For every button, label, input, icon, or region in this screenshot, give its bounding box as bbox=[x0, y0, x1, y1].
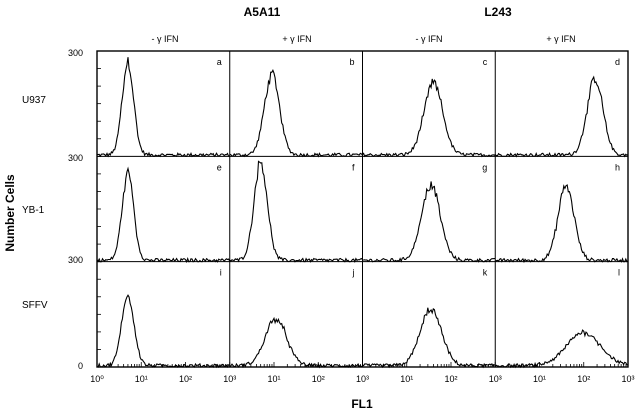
panel-label-i: i bbox=[220, 268, 222, 278]
condition-label: - γ IFN bbox=[152, 34, 179, 44]
group-header-l243: L243 bbox=[484, 5, 512, 19]
panel-label-g: g bbox=[482, 162, 487, 172]
x-tick-label: 10² bbox=[179, 374, 192, 384]
panel-label-c: c bbox=[483, 57, 488, 67]
histogram-curve-l bbox=[494, 329, 629, 369]
panel-label-f: f bbox=[352, 162, 355, 172]
x-tick-label: 10¹ bbox=[533, 374, 546, 384]
x-tick-label: 10² bbox=[577, 374, 590, 384]
y-axis-title: Number Cells bbox=[3, 174, 17, 252]
histogram-curve-k bbox=[362, 307, 496, 369]
x-tick-label: 10³ bbox=[356, 374, 369, 384]
x-axis-title: FL1 bbox=[351, 397, 373, 411]
panel-label-e: e bbox=[217, 162, 222, 172]
x-tick-label: 10³ bbox=[489, 374, 502, 384]
row-label: YB-1 bbox=[22, 205, 45, 216]
histogram-curve-g bbox=[362, 181, 496, 263]
x-tick-label: 10⁰ bbox=[90, 374, 104, 384]
row-label: SFFV bbox=[22, 300, 48, 311]
x-tick-label: 10³ bbox=[223, 374, 236, 384]
x-tick-label: 10¹ bbox=[267, 374, 280, 384]
y-tick-label: 300 bbox=[68, 48, 83, 58]
condition-label: + γ IFN bbox=[282, 34, 311, 44]
histogram-curve-a bbox=[96, 57, 231, 158]
panel-label-a: a bbox=[217, 57, 222, 67]
histogram-curve-j bbox=[229, 316, 363, 369]
x-tick-label: 10¹ bbox=[400, 374, 413, 384]
row-label: U937 bbox=[22, 95, 46, 106]
histogram-curve-b bbox=[229, 68, 363, 158]
x-tick-label: 10² bbox=[444, 374, 457, 384]
histogram-curve-e bbox=[96, 166, 231, 264]
panel-label-b: b bbox=[349, 57, 354, 67]
panel-label-l: l bbox=[618, 268, 620, 278]
y-tick-label: 0 bbox=[78, 361, 83, 371]
condition-label: - γ IFN bbox=[416, 34, 443, 44]
y-tick-label: 300 bbox=[68, 255, 83, 265]
histogram-curve-h bbox=[495, 184, 629, 264]
histogram-curve-i bbox=[96, 294, 230, 369]
x-tick-label: 10² bbox=[312, 374, 325, 384]
condition-label: + γ IFN bbox=[546, 34, 575, 44]
group-header-a5a11: A5A11 bbox=[244, 5, 281, 19]
histogram-curve-d bbox=[494, 75, 629, 158]
x-tick-label: 10¹ bbox=[135, 374, 148, 384]
panel-label-h: h bbox=[615, 162, 620, 172]
y-tick-label: 300 bbox=[68, 153, 83, 163]
x-tick-label: 10³ bbox=[621, 374, 634, 384]
panel-label-k: k bbox=[483, 268, 488, 278]
histogram-curve-c bbox=[362, 78, 496, 158]
panel-label-d: d bbox=[615, 57, 620, 67]
panel-label-j: j bbox=[352, 268, 355, 278]
histogram-curve-f bbox=[229, 160, 363, 263]
